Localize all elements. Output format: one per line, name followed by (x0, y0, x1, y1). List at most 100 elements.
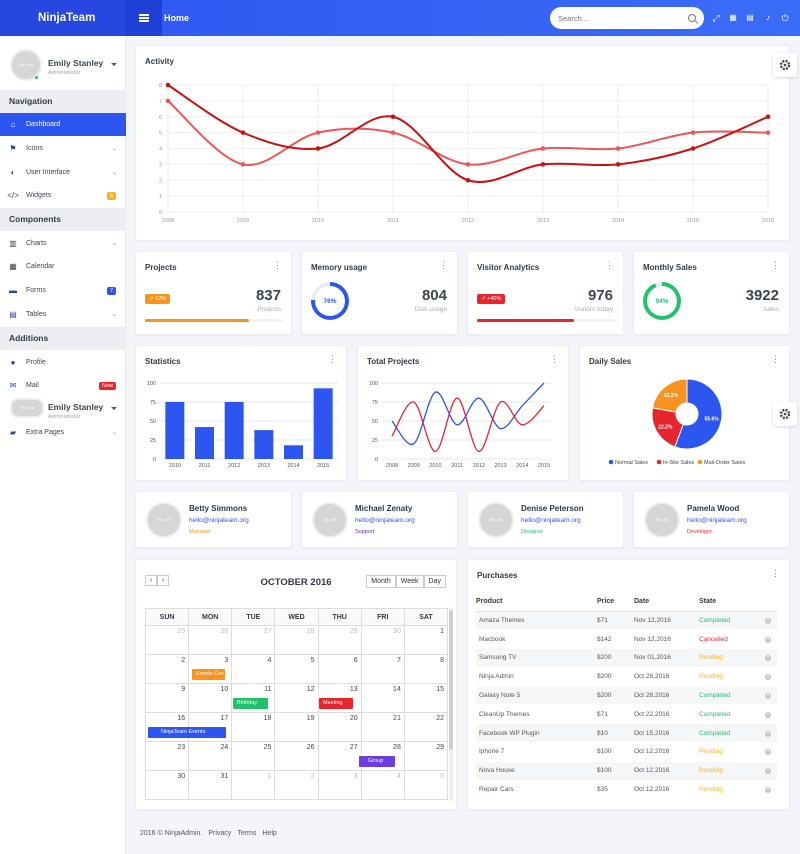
calendar-next-button[interactable]: › (157, 575, 169, 586)
calendar-day[interactable]: 18 (231, 712, 276, 742)
table-row[interactable]: Repair Cars $35 Oct 12,2016 Pending × (476, 780, 777, 800)
calendar-day[interactable]: 10 (188, 683, 233, 713)
calendar-day[interactable]: 5 (403, 770, 449, 800)
view-day-button[interactable]: Day (423, 575, 446, 588)
more-options-icon[interactable]: ⋮ (771, 354, 780, 364)
calendar-day[interactable]: 27 (231, 625, 276, 655)
more-options-icon[interactable]: ⋮ (550, 354, 559, 364)
sidebar-item-calendar[interactable]: ▦ Calendar (0, 255, 126, 278)
calendar-day[interactable]: 5 (274, 654, 319, 684)
remove-icon[interactable]: × (765, 768, 771, 775)
sidebar-item-icons[interactable]: ⚑ Icons ⌄ (0, 137, 126, 160)
search-box[interactable] (550, 7, 704, 29)
column-header[interactable]: State (699, 593, 765, 612)
calendar-day[interactable]: 28 (274, 625, 319, 655)
calendar-day[interactable]: 9 (144, 683, 190, 713)
sidebar-item-widgets[interactable]: </> Widgets 5 (0, 184, 126, 207)
settings-gear-icon[interactable] (773, 53, 797, 77)
contact-card[interactable]: 96 x 96 Betty Simmons hello@ninjateam.or… (135, 491, 292, 548)
calendar-day[interactable]: 14 (360, 683, 405, 713)
sidebar-item-tables[interactable]: ▤ Tables ⌄ (0, 303, 126, 326)
calendar-day[interactable]: 2 (274, 770, 319, 800)
sidebar-item-forms[interactable]: ▬ Forms 7 (0, 279, 126, 302)
calendar-event[interactable]: NinjaTeam Events (148, 727, 226, 738)
calendar-day[interactable]: 25 (144, 625, 190, 655)
user-profile-secondary[interactable]: 96 x 96 Emily Stanley Administrator (0, 392, 126, 424)
calendar-day[interactable]: 30 (360, 625, 405, 655)
calendar-event[interactable]: Events Gro (192, 669, 225, 680)
footer-link-help[interactable]: Help (262, 830, 277, 837)
calendar-day[interactable]: 29 (403, 741, 449, 771)
brand-logo[interactable]: NinjaTeam (0, 0, 126, 36)
more-options-icon[interactable]: ⋮ (328, 354, 337, 364)
search-icon[interactable] (688, 14, 696, 22)
sidebar-item-mail[interactable]: ✉ Mail New (0, 374, 126, 397)
column-header[interactable]: Date (634, 593, 699, 612)
more-options-icon[interactable]: ⋮ (605, 260, 614, 270)
sidebar-item-user-interface[interactable]: ◐ User Interface ⌄ (0, 161, 126, 184)
more-options-icon[interactable]: ⋮ (771, 260, 780, 270)
calendar-event[interactable]: Birthday (233, 698, 268, 709)
calendar-day[interactable]: 15 (403, 683, 449, 713)
view-month-button[interactable]: Month (366, 575, 396, 588)
calendar-day[interactable]: 4 (360, 770, 405, 800)
footer-link-privacy[interactable]: Privacy (208, 830, 232, 837)
table-row[interactable]: Facebook WP Plugin $10 Oct 15,2016 Complete… (476, 723, 777, 744)
sidebar-item-extra-pages[interactable]: ▰ Extra Pages ⌄ (0, 421, 126, 444)
calendar-prev-button[interactable]: ‹ (145, 575, 157, 586)
contact-email[interactable]: hello@ninjateam.org (355, 517, 415, 524)
remove-icon[interactable]: × (765, 674, 771, 681)
contact-card[interactable]: 96 x 96 Michael Zenaty hello@ninjateam.o… (301, 491, 458, 548)
remove-icon[interactable]: × (765, 730, 771, 737)
column-header[interactable]: Price (597, 593, 634, 612)
calendar-day[interactable]: 21 (360, 712, 405, 742)
calendar-day[interactable]: 22 (403, 712, 449, 742)
calendar-day[interactable]: 8 (403, 654, 449, 684)
table-row[interactable]: Ninja Admin $200 Oct 28,2016 Pending × (476, 667, 777, 687)
table-row[interactable]: Macbook $142 Nov 12,2016 Cancelled × (476, 629, 777, 650)
sidebar-item-profile[interactable]: ● Profile (0, 351, 126, 374)
settings-gear-icon[interactable] (773, 402, 797, 426)
calendar-day[interactable]: 31 (188, 770, 233, 800)
calendar-day[interactable]: 4 (231, 654, 276, 684)
table-row[interactable]: Iphone 7 $100 Oct 12,2016 Pending × (476, 742, 777, 762)
footer-link-terms[interactable]: Terms (237, 830, 257, 837)
remove-icon[interactable]: × (765, 655, 771, 662)
calendar-day[interactable]: 7 (360, 654, 405, 684)
remove-icon[interactable]: × (765, 693, 771, 700)
calendar-day[interactable]: 20 (317, 712, 362, 742)
more-options-icon[interactable]: ⋮ (771, 568, 780, 578)
search-input[interactable] (558, 13, 688, 23)
table-row[interactable]: CleanUp Themes $71 Oct 22,2016 Completed × (476, 704, 777, 725)
remove-icon[interactable]: × (765, 787, 771, 794)
sidebar-item-dashboard[interactable]: ⌂ Dashboard (0, 113, 126, 136)
calendar-day[interactable]: 26 (274, 741, 319, 771)
notification-bell-icon[interactable]: ♪ (766, 13, 770, 22)
scrollbar-thumb[interactable] (449, 610, 453, 750)
contact-email[interactable]: hello@ninjateam.org (521, 517, 581, 524)
menu-toggle-button[interactable] (126, 0, 162, 36)
calendar-day[interactable]: 3 (317, 770, 362, 800)
avatar[interactable]: 96 x 96 (10, 398, 44, 418)
calendar-day[interactable]: 29 (317, 625, 362, 655)
calendar-day[interactable]: 23 (144, 741, 190, 771)
table-row[interactable]: Amaza Themes $71 Nov 12,2016 Completed × (476, 611, 777, 631)
chevron-down-icon[interactable] (111, 63, 117, 66)
calendar-day[interactable]: 19 (274, 712, 319, 742)
power-icon[interactable]: ⏻ (781, 13, 789, 23)
calendar-event[interactable]: Group (359, 756, 395, 767)
remove-icon[interactable]: × (765, 711, 771, 718)
calendar-day[interactable]: 26 (188, 625, 233, 655)
calendar-day[interactable]: 30 (144, 770, 190, 800)
more-options-icon[interactable]: ⋮ (273, 260, 282, 270)
calendar-day[interactable]: 24 (188, 741, 233, 771)
more-options-icon[interactable]: ⋮ (439, 260, 448, 270)
calendar-day[interactable]: 27 (317, 741, 362, 771)
message-icon[interactable]: ▤ (746, 13, 754, 22)
calendar-day[interactable]: 1 (403, 625, 449, 655)
chevron-down-icon[interactable] (111, 407, 117, 410)
contact-card[interactable]: 96 x 96 Denise Peterson hello@ninjateam.… (467, 491, 624, 548)
calendar-day[interactable]: 25 (231, 741, 276, 771)
table-row[interactable]: Samsung TV $200 Nov 01,2016 Pending × (476, 648, 777, 668)
sidebar-item-charts[interactable]: ▥ Charts ⌄ (0, 232, 126, 255)
